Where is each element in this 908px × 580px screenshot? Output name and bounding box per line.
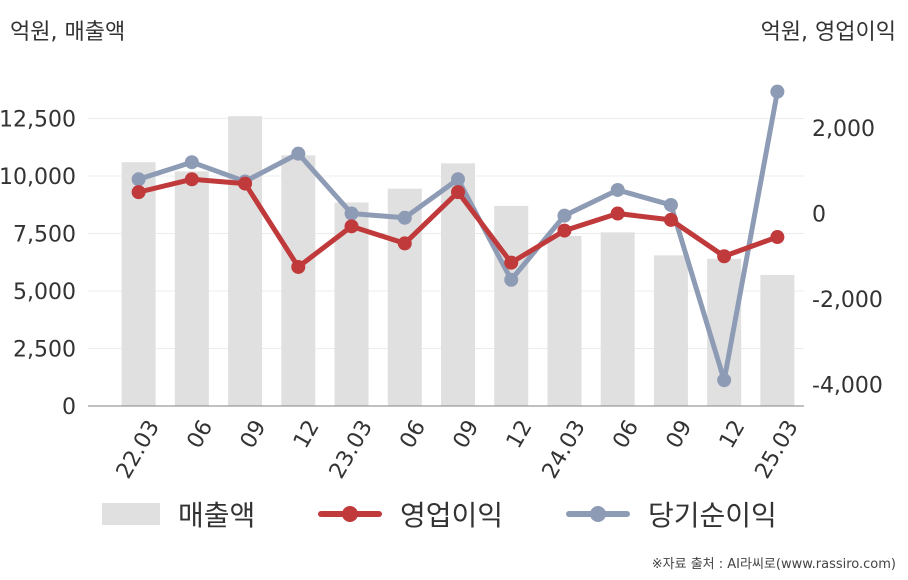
right-tick-label: -2,000 xyxy=(812,288,883,313)
x-tick-label: 06 xyxy=(183,416,219,453)
legend-label-net-income: 당기순이익 xyxy=(648,499,777,532)
legend-label-operating-profit: 영업이익 xyxy=(400,499,504,532)
legend: 매출액 영업이익 당기순이익 xyxy=(0,492,908,536)
legend-swatch-revenue xyxy=(102,503,160,525)
x-tick-label: 06 xyxy=(395,416,431,453)
net-income-point xyxy=(344,206,359,221)
revenue-bar xyxy=(387,188,422,406)
profit-lines xyxy=(131,84,785,388)
right-axis-unit: 억원, 영업이익 xyxy=(760,20,896,45)
net-income-point xyxy=(717,373,732,388)
operating-profit-point xyxy=(131,185,146,200)
legend-item-operating-profit: 영업이익 xyxy=(318,492,503,536)
revenue-bar xyxy=(494,205,529,406)
left-tick-label: 7,500 xyxy=(13,223,76,248)
x-tick-label: 12 xyxy=(502,416,538,453)
x-tick-label: 06 xyxy=(608,416,644,453)
x-tick-label: 22.03 xyxy=(112,416,165,483)
operating-profit-point xyxy=(238,176,253,191)
x-tick-label: 12 xyxy=(715,416,751,453)
x-tick-label: 25.03 xyxy=(751,416,804,483)
x-tick-label: 09 xyxy=(449,416,485,453)
net-income-point xyxy=(131,172,146,187)
revenue-bar xyxy=(653,255,688,406)
legend-item-net-income: 당기순이익 xyxy=(566,492,777,536)
revenue-bar xyxy=(281,155,316,406)
left-tick-label: 2,500 xyxy=(13,338,76,363)
legend-label-revenue: 매출액 xyxy=(178,499,256,532)
operating-profit-point xyxy=(663,212,678,227)
x-tick-label: 23.03 xyxy=(325,416,378,483)
x-tick-label: 09 xyxy=(236,416,272,453)
operating-profit-point xyxy=(770,230,785,245)
left-tick-label: 10,000 xyxy=(0,165,76,190)
revenue-bar xyxy=(228,116,263,406)
net-income-point xyxy=(557,208,572,223)
operating-profit-point xyxy=(184,172,199,187)
operating-profit-point xyxy=(397,236,412,251)
net-income-point xyxy=(184,155,199,170)
right-tick-label: -4,000 xyxy=(812,374,883,399)
net-income-point xyxy=(770,84,785,99)
net-income-point xyxy=(663,197,678,212)
net-income-point xyxy=(610,182,625,197)
x-tick-label: 12 xyxy=(289,416,325,453)
left-tick-label: 5,000 xyxy=(13,280,76,305)
right-tick-label: 2,000 xyxy=(812,117,875,142)
x-tick-label: 09 xyxy=(662,416,698,453)
left-tick-label: 0 xyxy=(62,395,76,420)
right-tick-label: 0 xyxy=(812,203,826,228)
operating-profit-point xyxy=(610,206,625,221)
legend-swatch-operating-profit xyxy=(318,503,382,525)
operating-profit-point xyxy=(504,255,519,270)
net-income-point xyxy=(397,210,412,225)
revenue-bar xyxy=(600,232,635,406)
legend-item-revenue: 매출액 xyxy=(102,492,255,536)
operating-profit-point xyxy=(344,219,359,234)
chart-canvas: 0 2,500 5,000 7,500 10,000 12,500 -4,000 -2,000… xyxy=(0,84,883,483)
net-income-point xyxy=(504,272,519,287)
net-income-point xyxy=(451,172,465,187)
operating-profit-point xyxy=(717,249,732,264)
legend-swatch-net-income xyxy=(566,503,630,525)
operating-profit-point xyxy=(557,223,572,238)
revenue-bar xyxy=(547,235,582,406)
operating-profit-point xyxy=(451,185,465,200)
revenue-bar xyxy=(121,162,156,406)
x-tick-label: 24.03 xyxy=(538,416,591,483)
left-tick-label: 12,500 xyxy=(0,108,76,133)
revenue-bar xyxy=(174,171,209,406)
net-income-point xyxy=(291,146,306,161)
left-axis-unit: 억원, 매출액 xyxy=(10,20,126,45)
operating-profit-point xyxy=(291,259,306,274)
source-credit: ※자료 출처 : AI라씨로(www.rassiro.com) xyxy=(651,557,896,572)
revenue-bar xyxy=(760,274,795,406)
revenue-bars xyxy=(121,116,795,406)
